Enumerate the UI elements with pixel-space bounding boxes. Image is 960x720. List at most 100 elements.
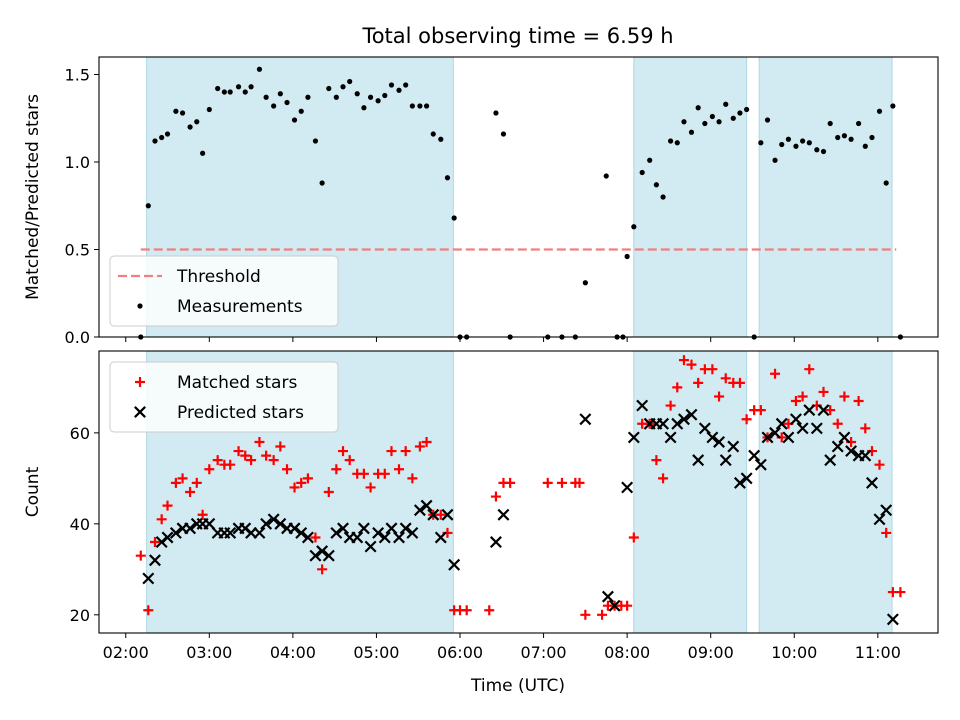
data-point <box>347 78 353 85</box>
data-point <box>434 531 447 544</box>
data-point <box>361 105 367 111</box>
data-point <box>716 119 722 125</box>
x-tick-label: 10:00 <box>771 643 817 662</box>
data-point <box>790 396 801 407</box>
data-point <box>817 404 830 417</box>
data-point <box>173 108 179 114</box>
data-point <box>254 436 265 447</box>
legend-label: Matched stars <box>177 373 297 393</box>
data-point <box>413 504 426 517</box>
data-point <box>869 134 875 141</box>
y-axis-label: Count <box>23 466 43 517</box>
data-point <box>161 531 174 544</box>
data-point <box>309 549 322 562</box>
data-point <box>698 422 711 435</box>
data-point <box>235 84 242 90</box>
x-axis-label: Time (UTC) <box>470 676 565 696</box>
data-point <box>206 106 212 113</box>
y-tick-label: 20 <box>70 606 90 625</box>
legend-box <box>109 255 339 327</box>
data-point <box>782 431 795 444</box>
data-point <box>333 94 339 100</box>
data-point <box>582 280 588 286</box>
y-tick-label: 1.5 <box>65 66 90 85</box>
data-point <box>274 517 287 530</box>
data-point <box>835 134 841 141</box>
data-point <box>143 605 154 616</box>
data-point <box>839 391 850 402</box>
data-point <box>438 136 444 142</box>
data-point <box>693 377 704 388</box>
data-point <box>145 203 151 209</box>
data-point <box>407 473 418 484</box>
data-point <box>677 413 690 426</box>
data-point <box>444 175 451 181</box>
data-point <box>417 103 423 109</box>
data-point <box>883 180 889 186</box>
data-point <box>316 545 329 558</box>
data-point <box>484 605 495 616</box>
legend-label: Measurements <box>177 297 303 317</box>
data-point <box>542 477 553 488</box>
data-point <box>876 108 883 114</box>
data-point <box>282 464 293 475</box>
data-point <box>713 435 726 448</box>
data-point <box>880 504 893 517</box>
data-point <box>312 138 319 144</box>
data-point <box>628 532 639 543</box>
x-tick-label: 03:00 <box>186 643 232 662</box>
data-point <box>427 508 440 521</box>
data-point <box>200 150 206 156</box>
data-point <box>785 136 792 142</box>
data-point <box>298 108 304 114</box>
data-point <box>170 477 181 488</box>
data-point <box>827 120 833 127</box>
plot-frame <box>98 350 939 634</box>
data-point <box>580 609 591 620</box>
data-point <box>824 454 837 467</box>
data-point <box>841 133 848 139</box>
x-tick-label: 06:00 <box>437 643 483 662</box>
data-point <box>310 532 321 543</box>
data-point <box>337 522 349 535</box>
data-point <box>744 106 750 113</box>
data-point <box>149 537 160 548</box>
data-point <box>227 89 233 95</box>
data-point <box>344 455 355 466</box>
data-point <box>221 89 227 95</box>
data-point <box>761 431 774 444</box>
data-point <box>177 473 188 484</box>
data-point <box>317 564 328 575</box>
bottom-panel-counts: 20 40 60 02:00 03:00 04:00 05:00 06:00 07:00 08:0… <box>23 350 939 662</box>
data-point <box>769 426 782 439</box>
data-point <box>672 382 683 393</box>
data-point <box>187 124 193 130</box>
data-point <box>856 120 862 127</box>
data-point <box>448 558 461 571</box>
data-point <box>461 605 472 616</box>
data-point <box>660 194 666 200</box>
data-point <box>268 455 279 466</box>
data-point <box>164 131 171 137</box>
data-point <box>657 417 670 430</box>
data-point <box>685 408 698 421</box>
data-point <box>394 464 405 475</box>
data-point <box>421 436 432 447</box>
data-point <box>338 446 349 457</box>
data-point <box>658 473 669 484</box>
data-point <box>664 431 677 444</box>
chart-title: Total observing time = 6.59 h <box>361 24 673 48</box>
data-point <box>372 526 385 539</box>
data-point <box>204 464 215 475</box>
data-point <box>322 549 335 562</box>
data-point <box>326 85 332 92</box>
data-point <box>714 391 725 402</box>
data-point <box>156 514 167 525</box>
x-tick-label: 09:00 <box>688 643 734 662</box>
data-point <box>734 377 745 388</box>
data-point <box>385 522 398 535</box>
data-point <box>277 91 283 97</box>
data-point <box>331 464 342 475</box>
data-point <box>301 531 314 544</box>
data-point <box>627 431 640 444</box>
